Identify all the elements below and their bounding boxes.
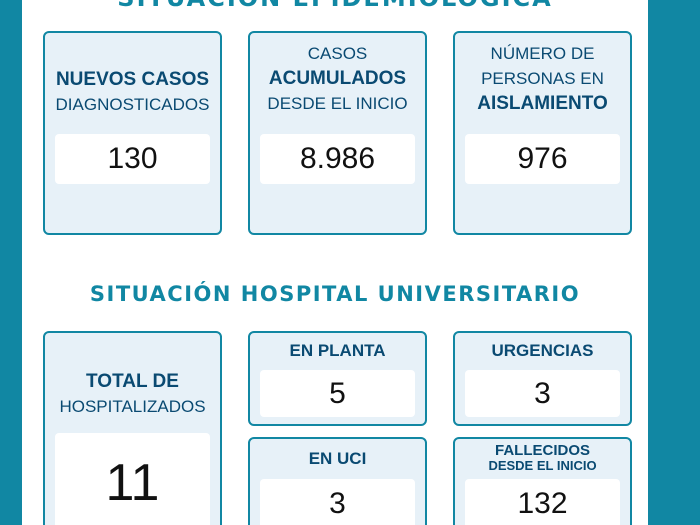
accumulated-label-line3: DESDE EL INICIO (267, 94, 408, 113)
planta-value: 5 (260, 370, 415, 417)
fallecidos-value: 132 (465, 479, 620, 525)
total-hospitalized-line1: TOTAL DE (86, 371, 179, 392)
isolation-label: NÚMERO DE PERSONAS EN AISLAMIENTO (455, 41, 630, 116)
urgencias-label: URGENCIAS (491, 341, 594, 360)
planta-label: EN PLANTA (289, 341, 386, 360)
top-section-title: SITUACIÓN EPIDEMIOLÓGICA (22, 0, 648, 12)
total-hospitalized-line2: HOSPITALIZADOS (59, 397, 206, 416)
total-hospitalized-card: TOTAL DE HOSPITALIZADOS 11 (43, 331, 222, 525)
total-hospitalized-value: 11 (55, 433, 210, 525)
new-cases-value: 130 (55, 134, 210, 184)
fallecidos-card: FALLECIDOS DESDE EL INICIO 132 (453, 437, 632, 525)
accumulated-value: 8.986 (260, 134, 415, 184)
new-cases-label: NUEVOS CASOS DIAGNOSTICADOS (45, 67, 220, 117)
isolation-value: 976 (465, 134, 620, 184)
new-cases-label-line2: DIAGNOSTICADOS (55, 95, 210, 114)
accumulated-label: CASOS ACUMULADOS DESDE EL INICIO (250, 41, 425, 116)
urgencias-card: URGENCIAS 3 (453, 331, 632, 426)
new-cases-label-line1: NUEVOS CASOS (55, 69, 210, 90)
dashboard-panel: SITUACIÓN EPIDEMIOLÓGICA NUEVOS CASOS DI… (22, 0, 648, 525)
urgencias-value: 3 (465, 370, 620, 417)
planta-card: EN PLANTA 5 (248, 331, 427, 426)
fallecidos-label: FALLECIDOS DESDE EL INICIO (455, 443, 630, 473)
fallecidos-label-line2: DESDE EL INICIO (488, 458, 597, 473)
isolation-label-line1: NÚMERO DE (490, 44, 595, 63)
uci-card: EN UCI 3 (248, 437, 427, 525)
uci-value: 3 (260, 479, 415, 525)
isolation-label-line2: PERSONAS EN (481, 69, 604, 88)
fallecidos-label-line1: FALLECIDOS (494, 442, 590, 459)
new-cases-card: NUEVOS CASOS DIAGNOSTICADOS 130 (43, 31, 222, 235)
total-hospitalized-label: TOTAL DE HOSPITALIZADOS (45, 369, 220, 419)
accumulated-label-line2: ACUMULADOS (268, 68, 407, 89)
hospital-section-title: SITUACIÓN HOSPITAL UNIVERSITARIO (89, 282, 581, 306)
isolation-label-line3: AISLAMIENTO (477, 93, 608, 114)
uci-label: EN UCI (308, 449, 367, 468)
accumulated-label-line1: CASOS (307, 44, 368, 63)
isolation-card: NÚMERO DE PERSONAS EN AISLAMIENTO 976 (453, 31, 632, 235)
accumulated-cases-card: CASOS ACUMULADOS DESDE EL INICIO 8.986 (248, 31, 427, 235)
